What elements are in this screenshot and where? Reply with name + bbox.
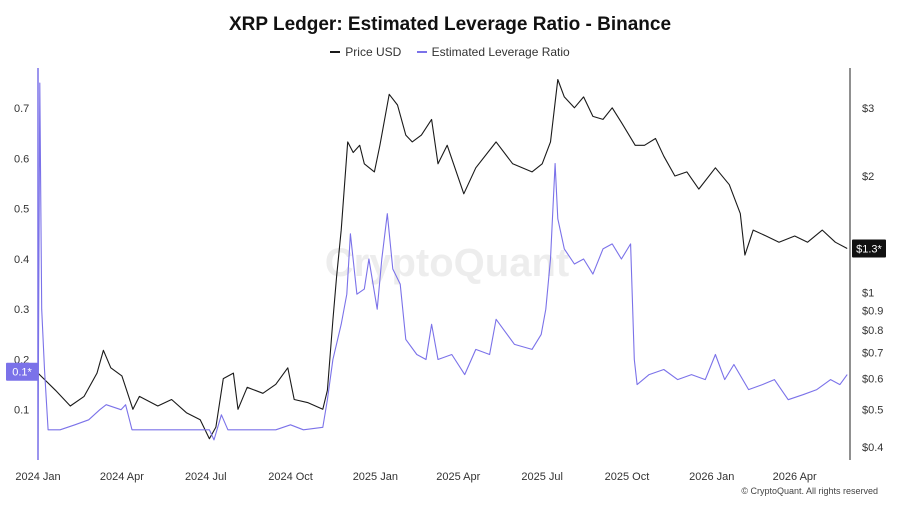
right-tick-label: $0.4 — [862, 442, 883, 454]
right-tick-label: $0.8 — [862, 325, 883, 337]
legend-item-price[interactable]: Price USD — [330, 45, 401, 59]
x-tick-label: 2026 Apr — [773, 471, 817, 483]
legend-swatch-leverage — [416, 51, 427, 53]
leverage-line — [37, 82, 848, 450]
right-tick-label: $1 — [862, 288, 874, 300]
legend-swatch-price — [330, 51, 341, 53]
legend-label-price: Price USD — [345, 45, 402, 59]
leverage-last-badge-label: 0.1* — [12, 367, 32, 379]
chart-title: XRP Ledger: Estimated Leverage Ratio - B… — [228, 14, 672, 35]
legend: Price USD Estimated Leverage Ratio — [0, 42, 900, 59]
left-axis: 0.10.20.30.40.50.60.7 — [14, 68, 39, 460]
x-tick-label: 2025 Apr — [436, 471, 480, 483]
x-tick-label: 2024 Jul — [185, 471, 227, 483]
price-last-badge-label: $1.3* — [856, 244, 882, 256]
price-line — [37, 78, 848, 440]
copyright-footer: © CryptoQuant. All rights reserved — [741, 486, 878, 496]
right-tick-label: $0.9 — [862, 305, 883, 317]
right-tick-label: $0.6 — [862, 374, 883, 386]
x-tick-label: 2025 Oct — [605, 471, 650, 483]
plot-area — [37, 78, 848, 450]
left-tick-label: 0.5 — [14, 204, 29, 216]
right-tick-label: $3 — [862, 103, 874, 115]
x-tick-label: 2024 Oct — [268, 471, 313, 483]
right-tick-label: $2 — [862, 171, 874, 183]
value-badges: $1.3* 0.1* — [6, 239, 886, 381]
x-tick-label: 2024 Jan — [15, 471, 60, 483]
left-tick-label: 0.1 — [14, 405, 29, 417]
legend-item-leverage[interactable]: Estimated Leverage Ratio — [416, 45, 570, 59]
x-tick-label: 2024 Apr — [100, 471, 144, 483]
left-tick-label: 0.7 — [14, 103, 29, 115]
x-axis: 2024 Jan 2024 Apr 2024 Jul 2024 Oct 2025 Jan… — [15, 471, 817, 483]
leverage-last-badge — [6, 362, 38, 381]
legend-label-leverage: Estimated Leverage Ratio — [431, 45, 570, 59]
x-tick-label: 2025 Jan — [353, 471, 398, 483]
left-tick-label: 0.6 — [14, 153, 29, 165]
right-axis: $0.4 $0.5 $0.6 $0.7 $0.8 $0.9 $1 $2 $3 — [849, 68, 883, 460]
right-tick-label: $0.5 — [862, 404, 883, 416]
x-tick-label: 2025 Jul — [521, 471, 563, 483]
watermark: CryptoQuant — [325, 241, 569, 285]
left-tick-label: 0.4 — [14, 254, 29, 266]
price-last-badge — [852, 239, 886, 258]
right-tick-label: $0.7 — [862, 348, 883, 360]
x-tick-label: 2026 Jan — [689, 471, 734, 483]
left-tick-label: 0.3 — [14, 304, 29, 316]
